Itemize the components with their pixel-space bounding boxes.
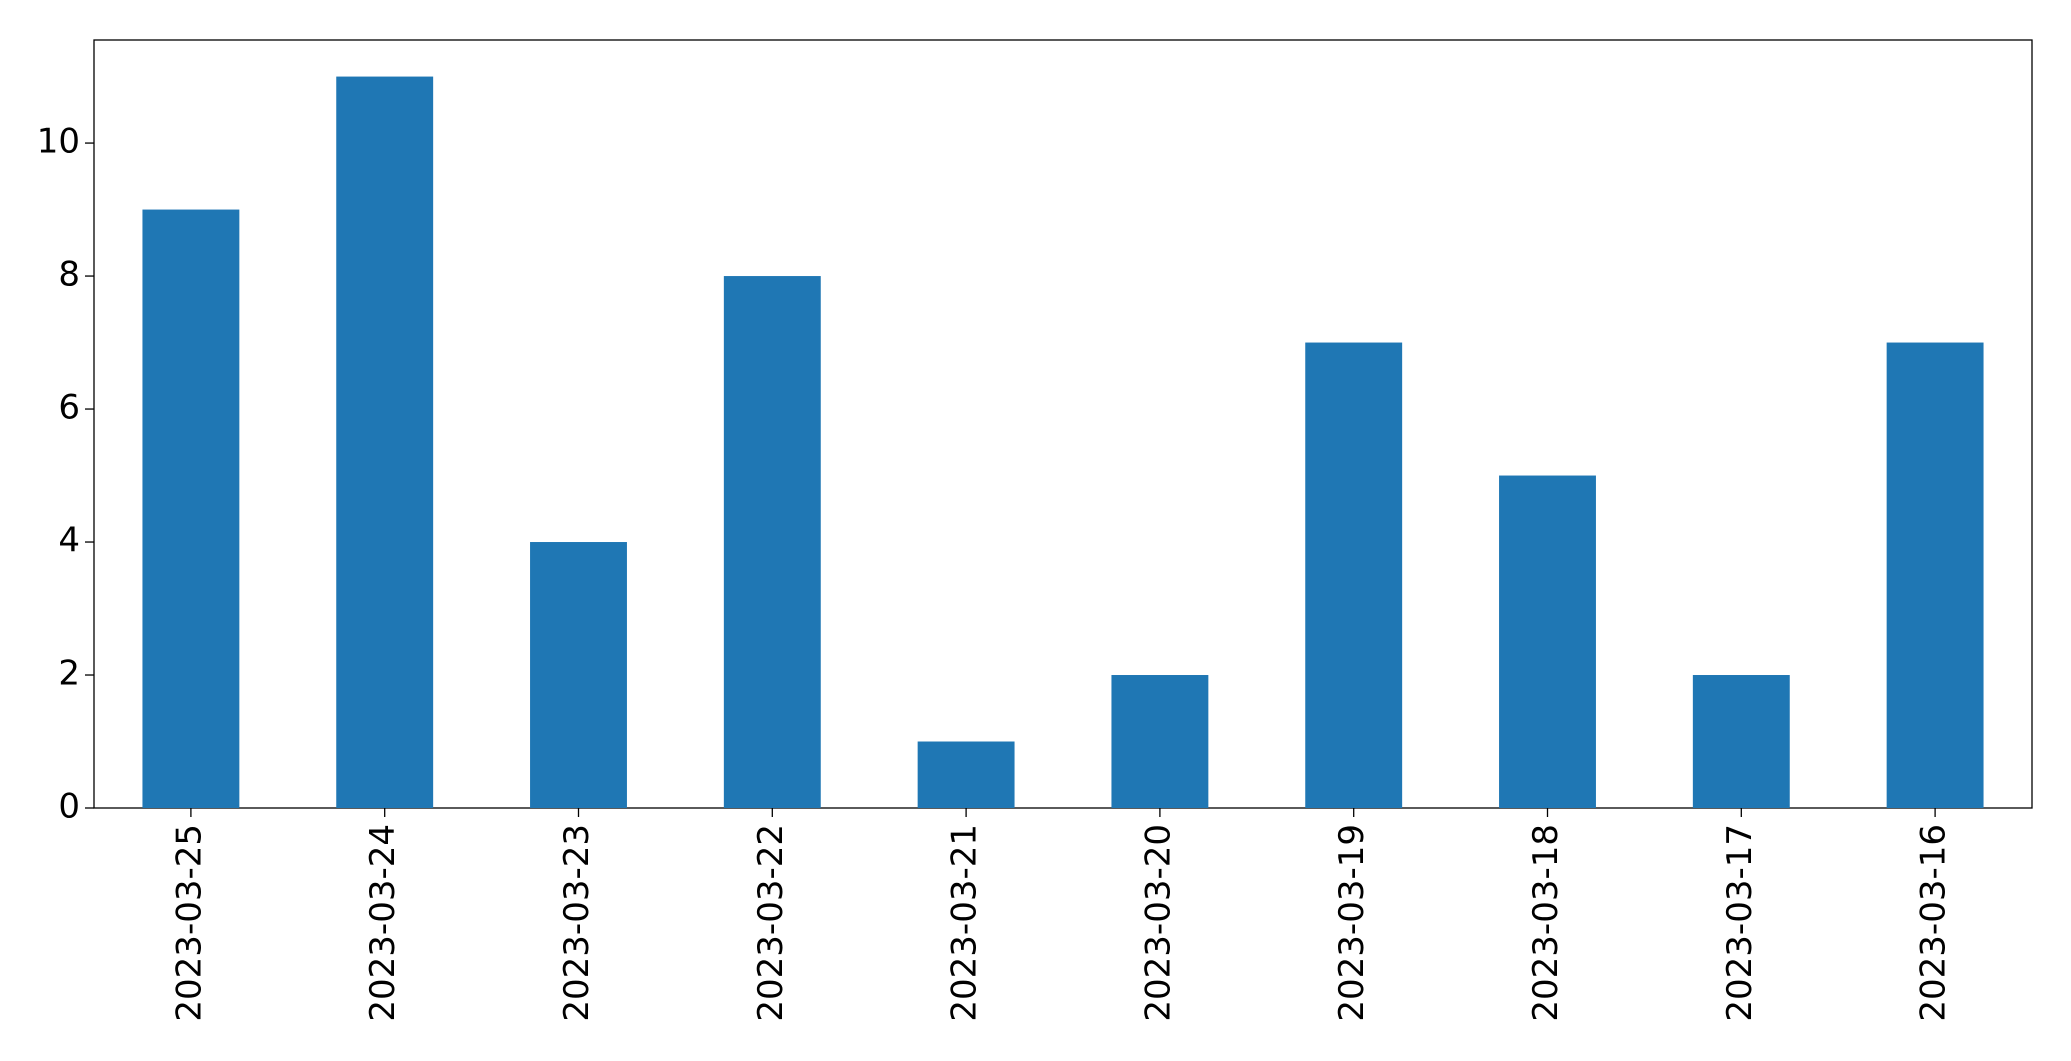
bar [1305,342,1403,808]
bar [1499,475,1596,808]
bar [142,209,240,808]
x-tick-label: 2023-03-21 [945,824,985,1022]
bar [1692,675,1790,808]
y-tick-label: 6 [58,388,80,428]
x-tick-label: 2023-03-18 [1526,824,1566,1022]
y-tick-label: 0 [58,787,80,827]
x-tick-label: 2023-03-20 [1138,824,1178,1022]
x-tick-label: 2023-03-16 [1914,824,1954,1022]
bar [1886,342,1984,808]
plot-frame [93,39,2033,809]
x-tick-label: 2023-03-24 [363,824,403,1022]
x-tick-label: 2023-03-25 [169,824,209,1022]
y-tick-label: 8 [58,255,80,295]
bar [1111,675,1209,808]
bar [917,741,1015,808]
x-tick-label: 2023-03-19 [1332,824,1372,1022]
bar [723,276,821,808]
bar [530,542,627,808]
x-tick-label: 2023-03-23 [557,824,597,1022]
y-tick-label: 4 [58,521,80,561]
x-tick-label: 2023-03-22 [751,824,791,1022]
y-tick-label: 2 [58,654,80,694]
y-tick-label: 10 [37,122,80,162]
bar [336,76,434,809]
x-tick-label: 2023-03-17 [1720,824,1760,1022]
